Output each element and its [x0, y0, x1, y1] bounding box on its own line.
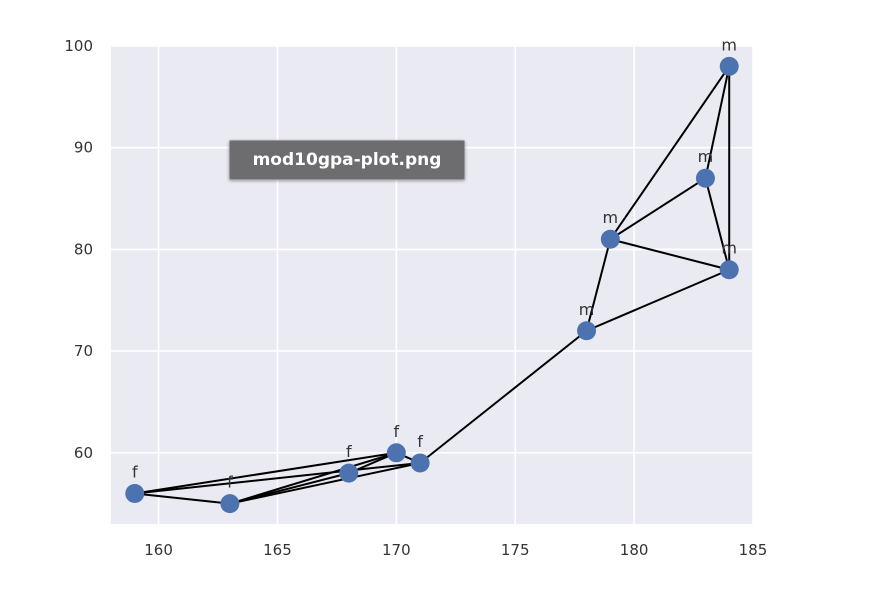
connection-line — [704, 65, 731, 180]
data-point — [386, 443, 406, 463]
point-label: f — [417, 432, 423, 451]
filename-tooltip: mod10gpa-plot.png — [229, 140, 465, 180]
connection-line — [419, 329, 588, 464]
point-label: f — [394, 422, 400, 441]
point-label: m — [603, 208, 619, 227]
connection-line — [585, 238, 612, 332]
x-tick-label: 175 — [501, 541, 530, 559]
connection-line — [228, 461, 422, 505]
data-point — [719, 260, 739, 280]
point-label: f — [132, 462, 138, 481]
x-tick-label: 165 — [263, 541, 292, 559]
point-label: m — [698, 147, 714, 166]
point-label: m — [721, 35, 737, 54]
connection-line — [228, 451, 398, 505]
data-points — [125, 56, 739, 514]
x-tick-label: 160 — [144, 541, 173, 559]
point-label: m — [579, 300, 595, 319]
point-label: f — [227, 473, 233, 492]
connection-line — [704, 177, 731, 271]
y-tick-label: 60 — [74, 444, 93, 462]
connection-line — [228, 472, 350, 505]
data-point — [220, 494, 240, 514]
y-axis-ticks: 60 70 80 90 100 — [64, 37, 93, 462]
plot-area — [111, 46, 753, 524]
x-tick-label: 185 — [739, 541, 768, 559]
connection-line — [133, 492, 231, 505]
connection-line — [609, 177, 707, 241]
y-tick-label: 100 — [64, 37, 93, 55]
y-tick-label: 70 — [74, 342, 93, 360]
connection-line — [609, 238, 731, 271]
connection-line — [585, 268, 731, 332]
connection-line — [609, 65, 731, 241]
y-tick-label: 80 — [74, 240, 93, 258]
data-point — [125, 483, 145, 503]
data-point — [695, 168, 715, 188]
data-point — [577, 321, 597, 341]
connection-line — [133, 451, 398, 495]
x-tick-label: 170 — [382, 541, 411, 559]
data-point — [719, 56, 739, 76]
data-point — [410, 453, 430, 473]
y-tick-label: 90 — [74, 139, 93, 157]
connection-lines — [133, 65, 731, 505]
x-axis-ticks: 160 165 170 175 180 185 — [144, 541, 767, 559]
connection-line — [133, 461, 422, 495]
point-label: f — [346, 442, 352, 461]
x-tick-label: 180 — [620, 541, 649, 559]
point-label: m — [721, 239, 737, 258]
data-point — [339, 463, 359, 483]
data-point — [600, 229, 620, 249]
